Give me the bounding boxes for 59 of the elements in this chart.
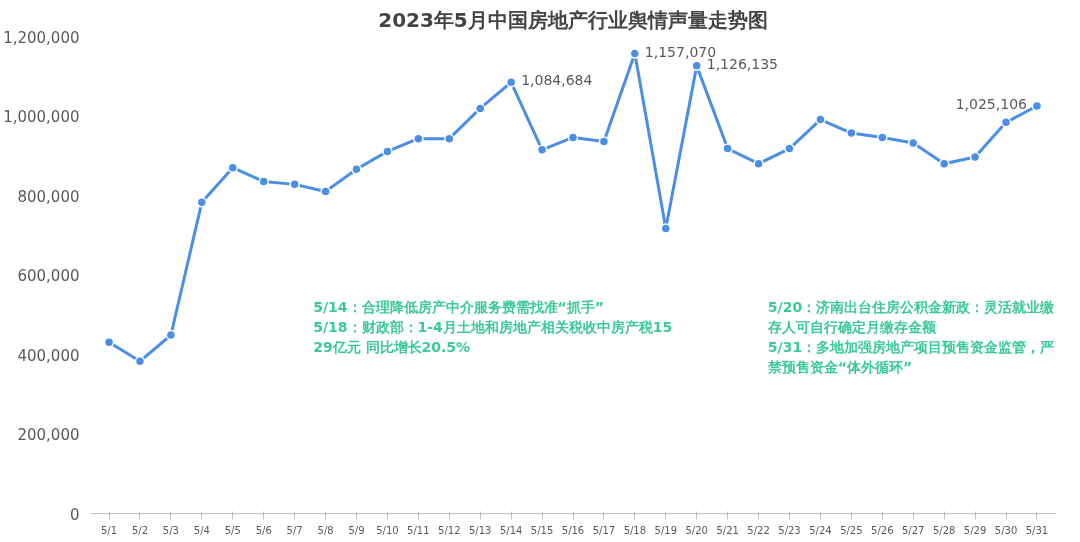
point bbox=[1000, 117, 1012, 128]
x-tick-label: 5/16 bbox=[561, 524, 585, 536]
x-tick-label: 5/18 bbox=[623, 524, 647, 536]
x-tick-label: 5/13 bbox=[468, 524, 492, 536]
point bbox=[877, 132, 888, 143]
annotation: 5/20：济南出台住房公积金新政：灵活就业缴存人可自行确定月缴存金额 bbox=[766, 298, 1055, 335]
point bbox=[474, 103, 486, 114]
x-tick-label: 5/31 bbox=[1025, 524, 1049, 536]
x-tick-label: 5/10 bbox=[376, 524, 399, 536]
data-label: 1,084,684 bbox=[521, 72, 593, 89]
point bbox=[567, 132, 579, 143]
x-tick-label: 5/26 bbox=[871, 524, 894, 536]
y-tick-label: 1,000,000 bbox=[3, 108, 80, 126]
x-tick-label: 5/11 bbox=[407, 524, 430, 536]
point bbox=[722, 143, 733, 154]
x-tick-label: 5/7 bbox=[286, 524, 303, 536]
y-tick-label: 800,000 bbox=[17, 187, 80, 206]
x-tick-label: 5/19 bbox=[654, 524, 678, 536]
x-tick-label: 5/23 bbox=[778, 524, 801, 536]
data-label: 1,157,070 bbox=[644, 43, 717, 60]
x-tick-label: 5/24 bbox=[809, 524, 832, 536]
x-tick-label: 5/12 bbox=[438, 524, 461, 536]
x-tick-label: 5/29 bbox=[963, 524, 987, 536]
point bbox=[784, 143, 795, 154]
x-tick-label: 5/22 bbox=[747, 524, 770, 536]
x-tick-label: 5/25 bbox=[840, 524, 863, 536]
point bbox=[444, 133, 455, 144]
x-tick-label: 5/17 bbox=[592, 524, 616, 536]
x-tick-label: 5/2 bbox=[131, 524, 149, 536]
annotation: 5/14：合理降低房产中介服务费需找准“抓手” bbox=[313, 298, 604, 315]
x-tick-label: 5/27 bbox=[902, 524, 925, 536]
point bbox=[258, 176, 269, 187]
y-tick-label: 200,000 bbox=[17, 426, 80, 444]
x-tick-label: 5/1 bbox=[101, 524, 118, 536]
point bbox=[320, 186, 331, 197]
x-tick-label: 5/8 bbox=[317, 524, 334, 536]
x-tick-label: 5/30 bbox=[994, 524, 1018, 536]
data-label: 1,025,106 bbox=[955, 96, 1028, 113]
x-tick-label: 5/5 bbox=[224, 524, 241, 536]
point bbox=[938, 158, 950, 169]
point bbox=[815, 114, 826, 125]
x-tick-label: 5/6 bbox=[255, 524, 272, 536]
chart-title: 2023年5月中国房地产行业舆情声量走势图 bbox=[378, 7, 768, 32]
x-tick-label: 5/15 bbox=[530, 524, 554, 536]
x-tick-label: 5/9 bbox=[348, 524, 365, 536]
annotation: 5/31：多地加强房地产项目预售资金监管，严禁预售资金“体外循环” bbox=[766, 338, 1055, 375]
y-tick-label: 600,000 bbox=[17, 267, 80, 285]
x-tick-label: 5/28 bbox=[932, 524, 956, 536]
x-tick-label: 5/4 bbox=[193, 524, 210, 536]
annotation: 5/18：财政部：1-4月土地和房地产相关税收中房产税1529亿元 同比增长20.5% bbox=[313, 318, 673, 355]
x-tick-label: 5/14 bbox=[499, 524, 523, 536]
x-tick-label: 5/3 bbox=[162, 524, 179, 536]
point bbox=[382, 146, 393, 157]
x-tick-label: 5/21 bbox=[716, 524, 739, 536]
y-tick-label: 1,200,000 bbox=[3, 28, 80, 47]
point bbox=[351, 164, 362, 175]
y-tick-label: 0 bbox=[69, 505, 80, 524]
y-tick-label: 400,000 bbox=[17, 346, 80, 365]
x-tick-label: 5/20 bbox=[685, 524, 708, 536]
